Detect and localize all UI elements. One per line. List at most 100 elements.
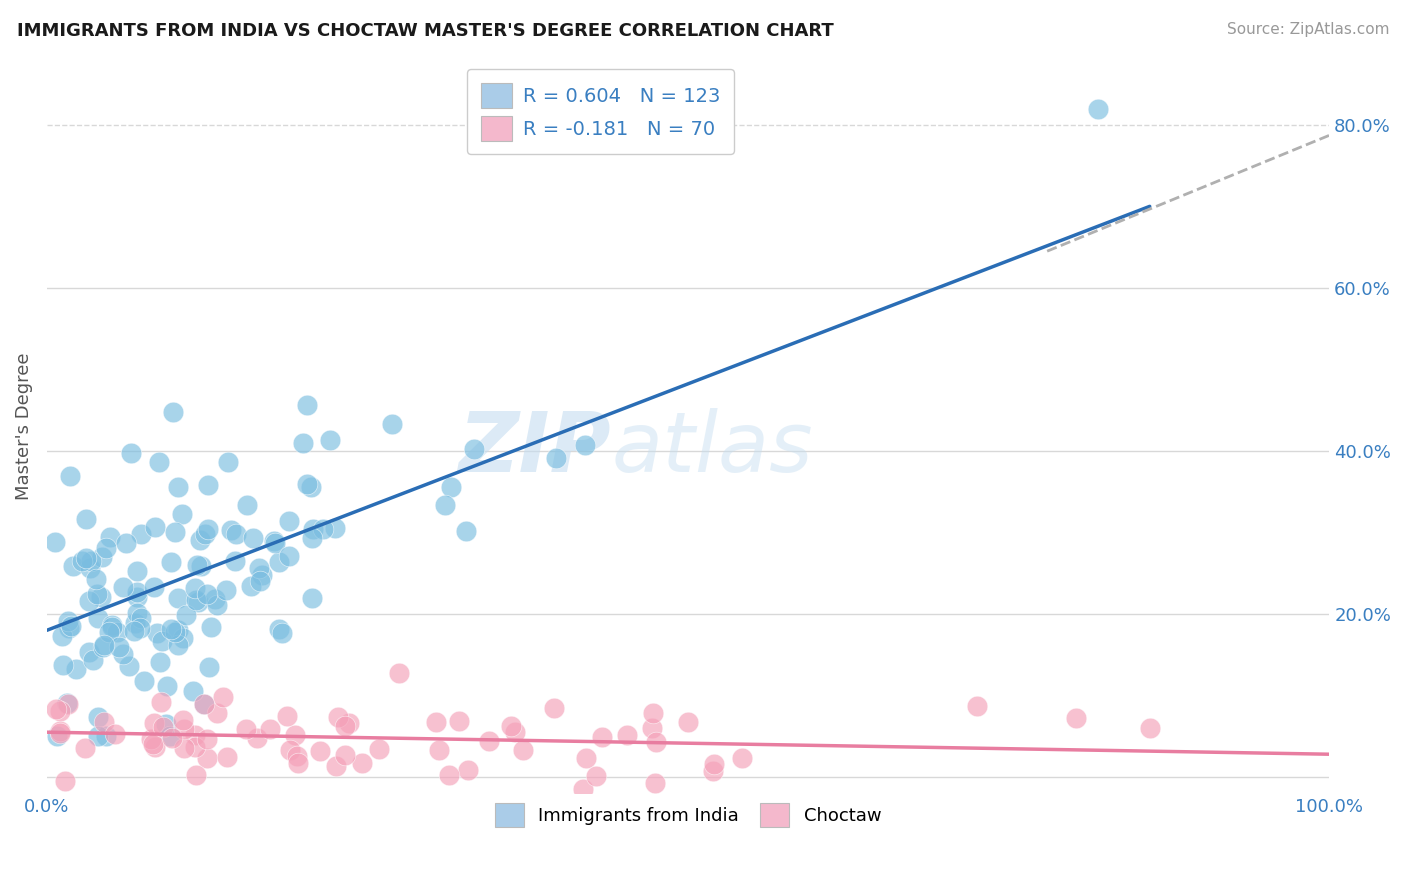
Point	[1139, 721, 1161, 735]
Point	[167, 479, 190, 493]
Point	[217, 455, 239, 469]
Point	[98, 624, 121, 639]
Point	[96, 729, 118, 743]
Point	[616, 728, 638, 742]
Point	[591, 730, 613, 744]
Point	[259, 722, 281, 736]
Point	[174, 608, 197, 623]
Point	[246, 731, 269, 745]
Point	[195, 587, 218, 601]
Point	[292, 436, 315, 450]
Point	[463, 442, 485, 457]
Point	[165, 525, 187, 540]
Point	[437, 768, 460, 782]
Y-axis label: Master's Degree: Master's Degree	[15, 352, 32, 500]
Point	[94, 541, 117, 556]
Point	[86, 572, 108, 586]
Point	[215, 582, 238, 597]
Point	[142, 580, 165, 594]
Point	[277, 514, 299, 528]
Point	[100, 530, 122, 544]
Point	[184, 728, 207, 742]
Point	[129, 610, 152, 624]
Point	[86, 611, 108, 625]
Point	[205, 598, 228, 612]
Point	[107, 640, 129, 654]
Point	[70, 554, 93, 568]
Point	[87, 729, 110, 743]
Point	[124, 624, 146, 639]
Point	[641, 721, 664, 735]
Point	[167, 638, 190, 652]
Point	[454, 524, 477, 538]
Point	[575, 751, 598, 765]
Point	[128, 621, 150, 635]
Point	[159, 622, 181, 636]
Point	[247, 561, 270, 575]
Point	[225, 527, 247, 541]
Point	[118, 659, 141, 673]
Point	[90, 550, 112, 565]
Point	[427, 743, 450, 757]
Point	[301, 591, 323, 605]
Point	[197, 521, 219, 535]
Point	[149, 655, 172, 669]
Point	[200, 619, 222, 633]
Point	[319, 433, 342, 447]
Point	[512, 743, 534, 757]
Point	[105, 625, 128, 640]
Point	[433, 499, 456, 513]
Point	[127, 585, 149, 599]
Point	[149, 695, 172, 709]
Point	[159, 729, 181, 743]
Point	[239, 579, 262, 593]
Point	[112, 580, 135, 594]
Point	[48, 723, 70, 738]
Point	[449, 714, 471, 728]
Point	[46, 729, 69, 743]
Point	[65, 662, 87, 676]
Point	[264, 535, 287, 549]
Point	[193, 697, 215, 711]
Point	[425, 714, 447, 729]
Point	[269, 622, 291, 636]
Point	[328, 709, 350, 723]
Point	[501, 719, 523, 733]
Point	[204, 592, 226, 607]
Point	[86, 587, 108, 601]
Point	[333, 719, 356, 733]
Point	[194, 527, 217, 541]
Point	[143, 716, 166, 731]
Point	[367, 741, 389, 756]
Point	[235, 722, 257, 736]
Point	[45, 702, 67, 716]
Point	[187, 595, 209, 609]
Point	[75, 511, 97, 525]
Point	[60, 619, 83, 633]
Point	[278, 549, 301, 563]
Point	[120, 445, 142, 459]
Point	[217, 750, 239, 764]
Point	[190, 559, 212, 574]
Point	[52, 658, 75, 673]
Point	[145, 626, 167, 640]
Point	[101, 617, 124, 632]
Point	[56, 614, 79, 628]
Point	[224, 554, 246, 568]
Point	[278, 743, 301, 757]
Point	[58, 621, 80, 635]
Point	[59, 469, 82, 483]
Point	[44, 535, 66, 549]
Point	[543, 700, 565, 714]
Point	[173, 722, 195, 736]
Point	[205, 706, 228, 720]
Point	[308, 744, 330, 758]
Point	[172, 632, 194, 646]
Point	[301, 522, 323, 536]
Point	[574, 438, 596, 452]
Point	[546, 451, 568, 466]
Point	[142, 737, 165, 751]
Point	[173, 741, 195, 756]
Point	[172, 713, 194, 727]
Point	[104, 727, 127, 741]
